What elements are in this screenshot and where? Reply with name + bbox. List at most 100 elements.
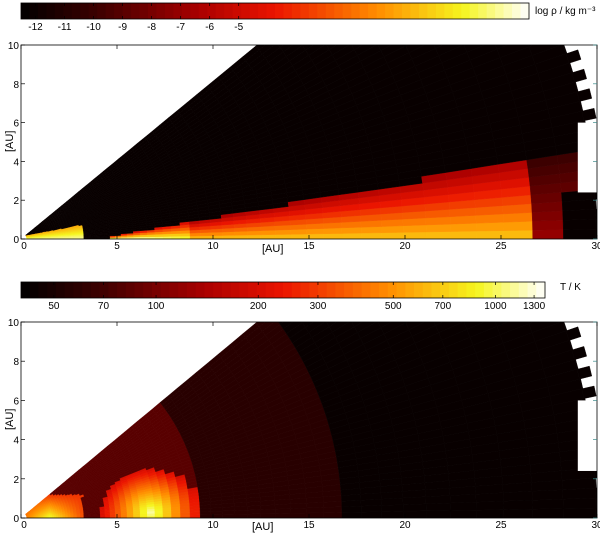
density-colorbar-swatch (21, 3, 31, 19)
temperature-colorbar-swatch (379, 282, 389, 298)
density-colorbar-swatch (164, 3, 174, 19)
density-colorbar-swatch (88, 3, 98, 19)
density-colorbar-swatch (461, 3, 471, 19)
temperature-colorbar-swatch (265, 282, 275, 298)
temperature-cell (247, 513, 262, 518)
temperature-colorbar-swatch (527, 282, 537, 298)
temperature-colorbar-swatch (510, 282, 520, 298)
density-cell (247, 234, 262, 239)
temperature-colorbar-tick-label: 700 (434, 301, 451, 312)
density-x-tick-label: 10 (207, 241, 219, 252)
temperature-cell (581, 385, 597, 399)
density-cell (425, 216, 451, 226)
density-cell (594, 208, 597, 220)
density-cell (562, 218, 597, 230)
density-cell (260, 234, 276, 239)
density-cell (463, 45, 486, 53)
temperature-colorbar-swatch (160, 282, 171, 298)
density-cell (171, 235, 181, 239)
temperature-cell (222, 510, 235, 515)
density-colorbar-swatch (368, 3, 378, 19)
density-colorbar-swatch (385, 3, 395, 19)
density-colorbar-swatch (469, 3, 479, 19)
density-cell (475, 213, 504, 224)
density-cell (292, 19, 312, 36)
density-cell (495, 45, 509, 50)
temperature-colorbar-swatch (38, 282, 48, 298)
density-colorbar-swatch (325, 3, 335, 19)
temperature-colorbar-swatch (21, 282, 31, 298)
density-cell (258, 45, 275, 55)
density-cell (341, 227, 362, 234)
temperature-cell (234, 509, 248, 515)
temperature-colorbar-tick-label: 500 (385, 301, 402, 312)
density-colorbar: -12 -11 -10 -9 -8 -7 -6 -5 log ρ / kg m⁻³ (20, 2, 596, 33)
density-cell (403, 231, 427, 239)
temperature-cell (199, 514, 212, 518)
temperature-colorbar-swatch (492, 282, 502, 298)
temperature-colorbar: 50 70 100 200 300 500 700 1000 1300 T / K (20, 281, 581, 312)
density-colorbar-swatch (139, 3, 149, 19)
temperature-cell (531, 489, 564, 501)
density-colorbar-swatch (418, 3, 428, 19)
density-colorbar-swatch (97, 3, 107, 19)
density-colorbar-swatch (291, 3, 301, 19)
temperature-cell (260, 513, 276, 518)
density-cell (270, 22, 289, 39)
density-cell (328, 45, 350, 56)
density-colorbar-label: log ρ / kg m⁻³ (535, 6, 596, 17)
density-cell (571, 68, 587, 83)
temperature-cell (154, 512, 164, 516)
density-cell (594, 199, 597, 210)
density-x-tick-label: 25 (495, 241, 507, 252)
density-colorbar-ticks: -12 -11 -10 -9 -8 -7 -6 -5 (28, 3, 244, 33)
density-colorbar-swatch (71, 3, 81, 19)
density-cell (262, 45, 281, 59)
density-cell (351, 45, 363, 50)
density-cell (402, 224, 427, 233)
density-y-tick-label: 6 (13, 119, 19, 130)
temperature-colorbar-swatch (90, 282, 101, 298)
temperature-cell (475, 492, 504, 503)
density-cell (531, 210, 564, 222)
temperature-cell (274, 513, 291, 518)
density-colorbar-swatch (181, 3, 191, 19)
temperature-cell (246, 509, 262, 515)
temperature-colorbar-swatch (204, 282, 214, 298)
temperature-colorbar-swatch (178, 282, 188, 298)
temperature-colorbar-swatch (396, 282, 406, 298)
temperature-colorbar-swatch (422, 282, 433, 298)
density-cell (562, 45, 568, 55)
density-cell (283, 45, 303, 57)
density-cell (556, 26, 561, 36)
density-colorbar-swatch (478, 3, 488, 19)
density-cell (255, 45, 266, 51)
density-x-tick-label: 5 (114, 241, 120, 252)
temperature-cell (502, 491, 533, 502)
temperature-cell (532, 498, 564, 510)
density-cell (246, 230, 262, 236)
density-cell (376, 0, 402, 1)
temperature-colorbar-swatch (387, 282, 398, 298)
density-colorbar-swatch (63, 3, 73, 19)
temperature-cell (260, 508, 276, 515)
density-colorbar-swatch (359, 3, 369, 19)
temperature-colorbar-swatch (274, 282, 284, 298)
density-cell (522, 17, 556, 38)
density-cell (435, 45, 464, 56)
density-colorbar-swatch (283, 3, 293, 19)
density-colorbar-tick-label: -10 (86, 22, 101, 33)
temperature-cell (476, 509, 504, 518)
temperature-cell (290, 512, 307, 518)
density-cell (273, 27, 292, 43)
temperature-colorbar-tick-label: 200 (250, 301, 267, 312)
temperature-colorbar-swatch (344, 282, 354, 298)
temperature-colorbar-swatch (501, 282, 511, 298)
temperature-cell (425, 510, 451, 518)
density-colorbar-swatch (207, 3, 217, 19)
temperature-colorbar-swatch (291, 282, 302, 298)
temperature-colorbar-swatch (361, 282, 371, 298)
temperature-colorbar-swatch (466, 282, 476, 298)
temperature-colorbar-swatch (221, 282, 232, 298)
density-cell (450, 230, 477, 239)
